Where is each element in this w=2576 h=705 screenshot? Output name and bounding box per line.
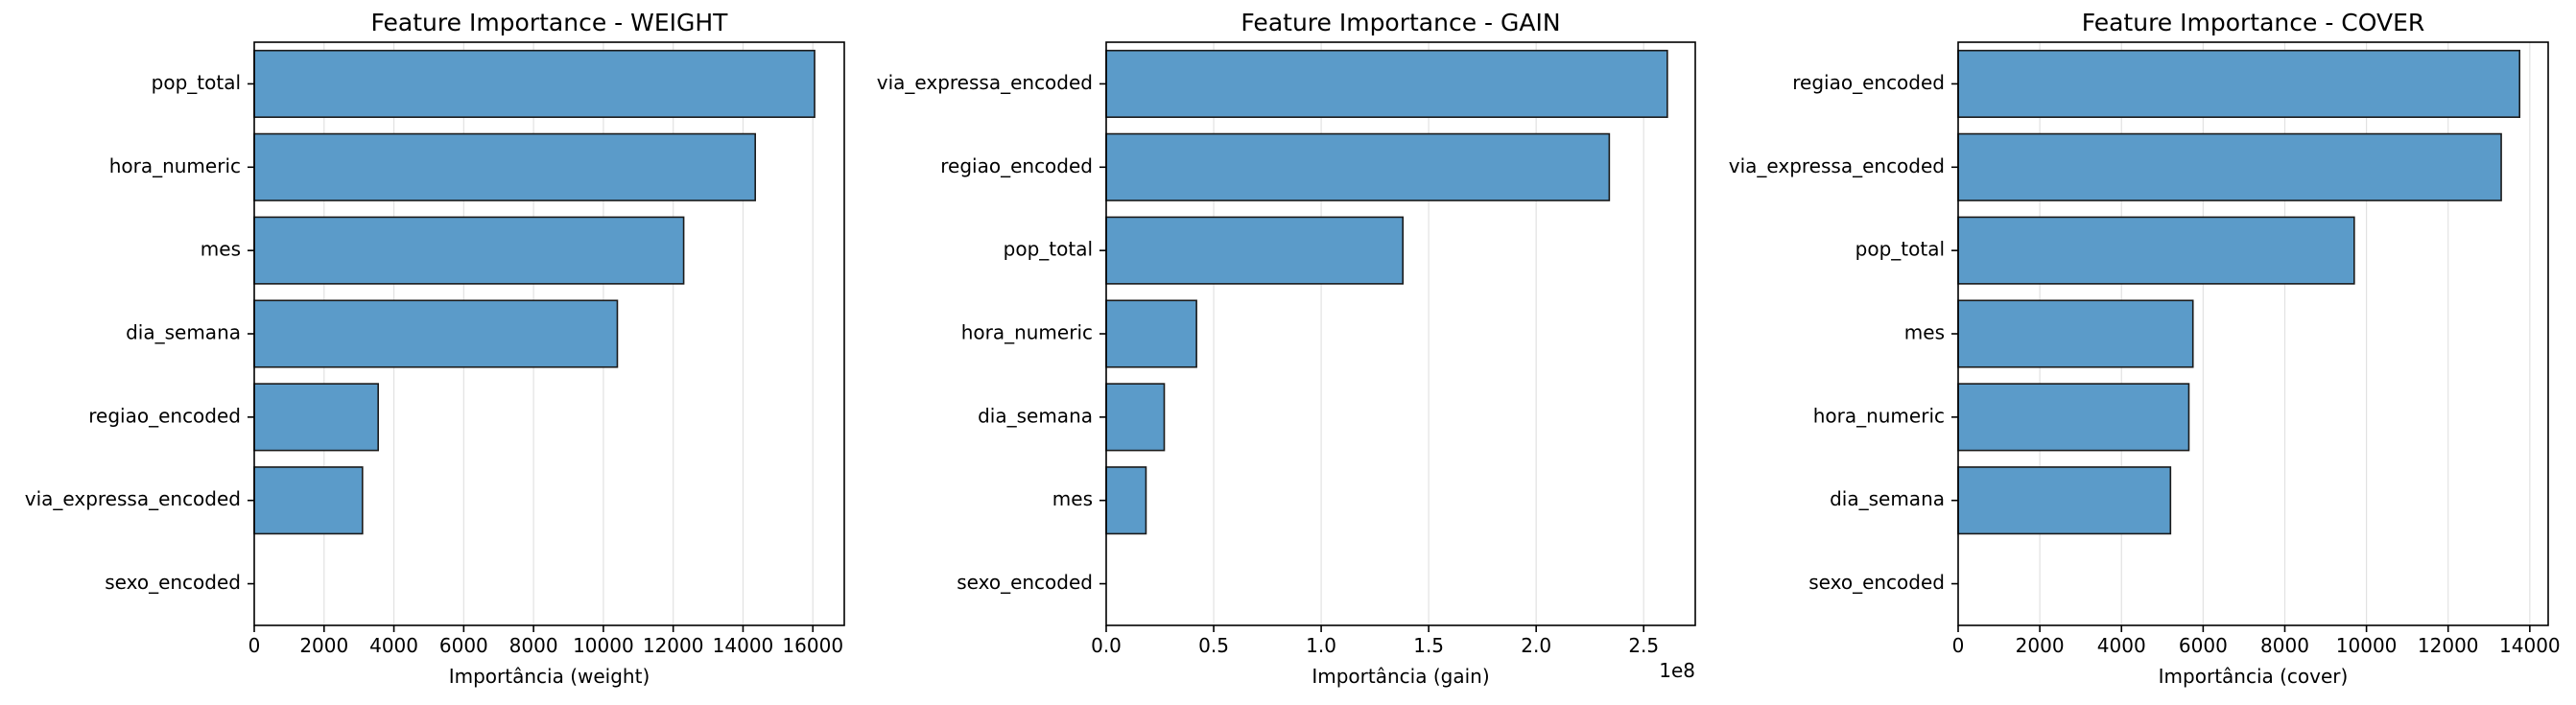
y-tick-label: via_expressa_encoded: [25, 487, 241, 510]
bar-dia_semana: [254, 300, 617, 366]
y-tick-label: regiao_encoded: [1792, 71, 1945, 94]
bar-hora_numeric: [1958, 384, 2188, 450]
y-tick-label: dia_semana: [126, 321, 241, 344]
bar-hora_numeric: [254, 134, 755, 200]
bar-via_expressa_encoded: [1958, 134, 2501, 200]
bar-mes: [254, 217, 684, 283]
x-tick-label: 14000: [713, 634, 774, 657]
y-tick-label: hora_numeric: [109, 154, 241, 177]
chart-panel-3: regiao_encoded via_expressa_encoded pop_to…: [1729, 9, 2561, 688]
x-tick-label: 14000: [2499, 634, 2561, 657]
x-tick-label: 16000: [782, 634, 843, 657]
y-tick-label: sexo_encoded: [1808, 571, 1945, 594]
bar-dia_semana: [1958, 467, 2170, 533]
x-tick-label: 6000: [2179, 634, 2228, 657]
y-tick-label: via_expressa_encoded: [1729, 154, 1945, 177]
x-tick-label: 8000: [509, 634, 558, 657]
bar-dia_semana: [1106, 384, 1165, 450]
x-tick-label: 6000: [439, 634, 488, 657]
x-axis-label: Importância (cover): [2159, 665, 2349, 688]
bar-regiao_encoded: [1106, 134, 1609, 200]
x-axis-label: Importância (gain): [1312, 665, 1489, 688]
x-tick-label: 10000: [573, 634, 634, 657]
bar-regiao_encoded: [254, 384, 378, 450]
y-tick-label: pop_total: [1004, 238, 1093, 261]
x-tick-label: 1.5: [1413, 634, 1444, 657]
chart-title: Feature Importance - GAIN: [1241, 9, 1560, 36]
x-tick-label: 12000: [643, 634, 704, 657]
x-tick-label: 4000: [2097, 634, 2146, 657]
bar-regiao_encoded: [1958, 51, 2519, 117]
x-tick-label: 10000: [2336, 634, 2398, 657]
y-tick-label: pop_total: [152, 71, 241, 94]
y-tick-label: sexo_encoded: [105, 571, 241, 594]
chart-panel-2: via_expressa_encoded regiao_encoded pop_to…: [877, 9, 1695, 688]
x-axis-label: Importância (weight): [449, 665, 650, 688]
bar-mes: [1958, 300, 2193, 366]
x-tick-label: 0.0: [1091, 634, 1122, 657]
y-tick-label: mes: [1052, 487, 1093, 510]
x-tick-label: 2.0: [1521, 634, 1551, 657]
y-tick-label: dia_semana: [978, 404, 1093, 427]
y-tick-label: pop_total: [1855, 238, 1945, 261]
x-tick-label: 2000: [2016, 634, 2065, 657]
bar-via_expressa_encoded: [254, 467, 363, 533]
x-tick-label: 4000: [369, 634, 418, 657]
x-tick-label: 8000: [2260, 634, 2309, 657]
y-tick-label: regiao_encoded: [940, 154, 1093, 177]
y-tick-label: mes: [1904, 321, 1945, 344]
x-axis-offset-label: 1e8: [1659, 659, 1695, 682]
y-tick-label: regiao_encoded: [88, 404, 241, 427]
x-tick-label: 12000: [2418, 634, 2479, 657]
y-tick-label: mes: [201, 238, 241, 261]
x-tick-label: 0: [248, 634, 261, 657]
y-tick-label: hora_numeric: [961, 321, 1093, 344]
bar-pop_total: [1106, 217, 1403, 283]
x-tick-label: 1.0: [1306, 634, 1336, 657]
x-tick-label: 2000: [299, 634, 348, 657]
y-tick-label: dia_semana: [1830, 487, 1945, 510]
bar-hora_numeric: [1106, 300, 1196, 366]
y-tick-label: via_expressa_encoded: [877, 71, 1093, 94]
chart-title: Feature Importance - WEIGHT: [371, 9, 729, 36]
bar-pop_total: [254, 51, 815, 117]
bar-mes: [1106, 467, 1146, 533]
chart-title: Feature Importance - COVER: [2082, 9, 2425, 36]
y-tick-label: hora_numeric: [1813, 404, 1945, 427]
bar-via_expressa_encoded: [1106, 51, 1667, 117]
y-tick-label: sexo_encoded: [957, 571, 1093, 594]
bar-pop_total: [1958, 217, 2354, 283]
x-tick-label: 2.5: [1628, 634, 1659, 657]
x-tick-label: 0.5: [1198, 634, 1229, 657]
x-tick-label: 0: [1952, 634, 1965, 657]
